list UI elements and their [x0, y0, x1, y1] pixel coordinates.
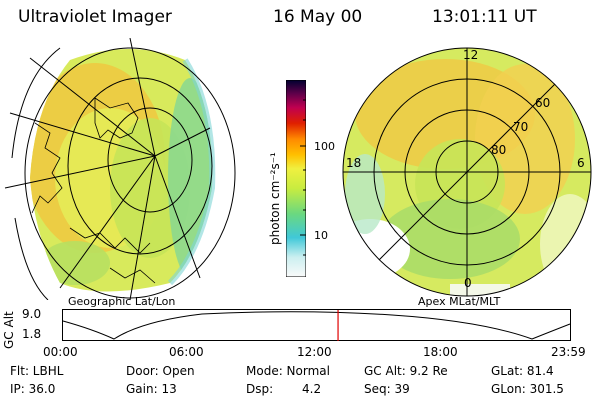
polar-grid	[342, 47, 592, 297]
timeline-ytick-max: 9.0	[22, 307, 42, 321]
colorbar-tick-10: 10	[314, 229, 328, 242]
geographic-image	[4, 38, 236, 300]
colorbar-tick-100: 100	[314, 140, 335, 153]
auroral-emission-region	[30, 49, 213, 292]
mlat-label-60: 60	[535, 96, 551, 110]
glat-info: GLat: 81.4	[491, 364, 554, 378]
mode-info: Mode: Normal	[246, 364, 330, 378]
mlt-label-0: 0	[464, 276, 472, 290]
timeline-xtick-3: 18:00	[423, 345, 458, 359]
horizon-arc	[11, 47, 61, 159]
timeline-ylabel: GC Alt	[2, 311, 16, 349]
date-label: 16 May 00	[273, 7, 363, 27]
orbit-timeline	[62, 309, 571, 341]
altitude-curve	[62, 311, 571, 340]
timeline-ytick-min: 1.8	[22, 327, 42, 341]
colorbar-unit-label: photon cm⁻²s⁻¹	[268, 152, 282, 245]
mlat-label-80: 80	[491, 143, 507, 157]
mlt-label-18: 18	[346, 156, 362, 170]
dsp-label: Dsp:	[246, 382, 274, 396]
mlat-label-70: 70	[513, 120, 529, 134]
apex-polar-plot	[342, 47, 592, 297]
instrument-title: Ultraviolet Imager	[18, 7, 172, 27]
mlt-label-12: 12	[463, 48, 479, 62]
filter-info: Flt: LBHL	[10, 364, 64, 378]
ip-info: IP: 36.0	[10, 382, 56, 396]
timeline-xtick-1: 06:00	[169, 345, 204, 359]
timeline-xtick-2: 12:00	[297, 345, 332, 359]
door-info: Door: Open	[126, 364, 195, 378]
glon-info: GLon: 301.5	[491, 382, 564, 396]
coastlines	[31, 97, 156, 284]
gain-info: Gain: 13	[126, 382, 177, 396]
timeline-xtick-4: 23:59	[551, 345, 586, 359]
gc-alt-info: GC Alt: 9.2 Re	[364, 364, 448, 378]
time-label: 13:01:11 UT	[432, 7, 537, 27]
colorbar	[285, 79, 307, 278]
right-panel-caption: Apex MLat/MLT	[418, 295, 501, 308]
emission-edge	[167, 58, 216, 286]
mlt-label-6: 6	[577, 156, 585, 170]
horizon-arc-lower	[14, 217, 49, 300]
left-panel-caption: Geographic Lat/Lon	[68, 295, 176, 308]
geo-grid	[4, 38, 236, 300]
timeline-xtick-0: 00:00	[43, 345, 78, 359]
dsp-value: 4.2	[302, 382, 322, 396]
seq-info: Seq: 39	[364, 382, 410, 396]
